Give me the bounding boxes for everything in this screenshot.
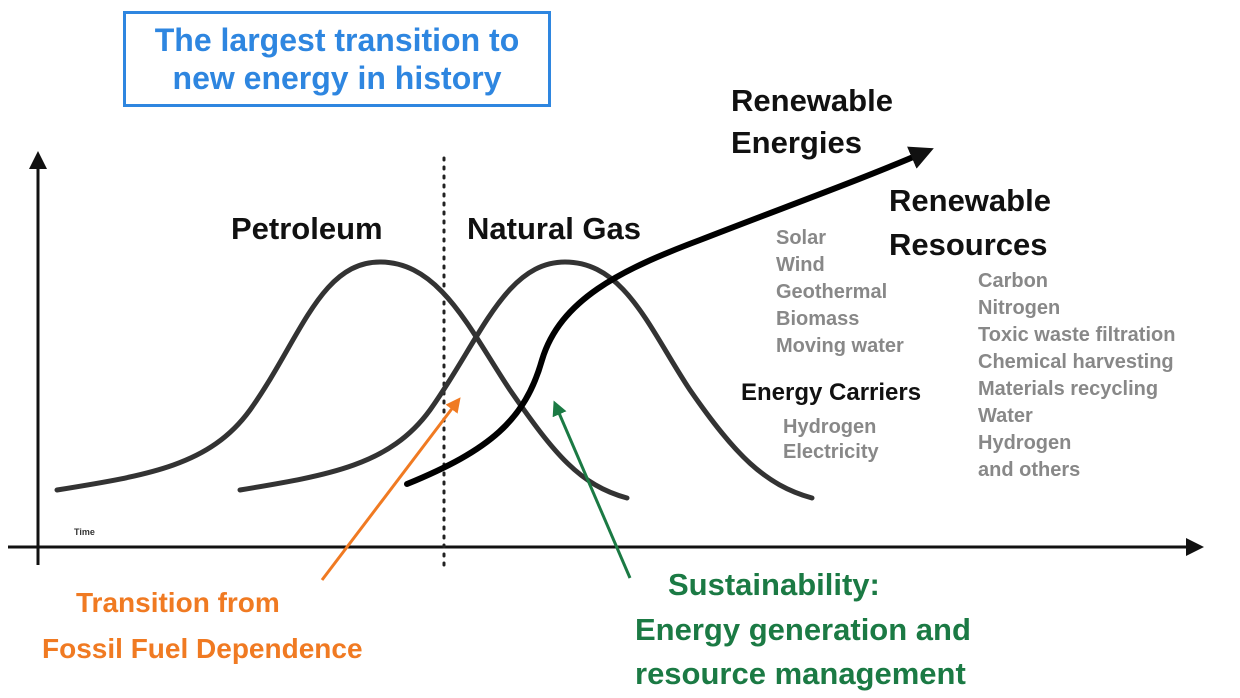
sustainability-arrow bbox=[552, 400, 632, 579]
list-item: Water bbox=[978, 405, 1033, 427]
x-axis-label: Time bbox=[74, 527, 95, 537]
list-item: Electricity bbox=[783, 441, 879, 463]
list-item: Moving water bbox=[776, 335, 904, 357]
list-item: Hydrogen bbox=[978, 432, 1071, 454]
natural-gas-curve bbox=[237, 259, 815, 501]
list-item: Nitrogen bbox=[978, 297, 1060, 319]
title-line-2: new energy in history bbox=[172, 60, 502, 96]
list-item: and others bbox=[978, 459, 1080, 481]
renewable-resources-heading-2: Resources bbox=[889, 227, 1048, 262]
transition-label-2: Fossil Fuel Dependence bbox=[42, 633, 363, 664]
petroleum-curve bbox=[54, 259, 630, 501]
petroleum-label: Petroleum bbox=[231, 211, 383, 246]
sustainability-label-1: Sustainability: bbox=[668, 567, 880, 602]
renewable-energies-arrow bbox=[404, 146, 934, 487]
sustainability-label-2: Energy generation and bbox=[635, 612, 971, 647]
renewable-energies-list: Solar Wind Geothermal Biomass Moving wat… bbox=[776, 227, 904, 357]
renewable-energies-heading-1: Renewable bbox=[731, 83, 893, 118]
list-item: Wind bbox=[776, 254, 825, 276]
list-item: Solar bbox=[776, 227, 826, 249]
list-item: Biomass bbox=[776, 308, 859, 330]
list-item: Hydrogen bbox=[783, 416, 876, 438]
list-item: Materials recycling bbox=[978, 378, 1158, 400]
natural-gas-label: Natural Gas bbox=[467, 211, 641, 246]
sustainability-label-3: resource management bbox=[635, 656, 966, 691]
renewable-resources-list: Carbon Nitrogen Toxic waste filtration C… bbox=[978, 270, 1175, 481]
list-item: Chemical harvesting bbox=[978, 351, 1174, 373]
transition-arrow bbox=[320, 397, 461, 581]
renewable-resources-heading-1: Renewable bbox=[889, 183, 1051, 218]
energy-carriers-list: Hydrogen Electricity bbox=[783, 416, 879, 463]
title-box: The largest transition to new energy in … bbox=[123, 11, 551, 107]
list-item: Toxic waste filtration bbox=[978, 324, 1175, 346]
list-item: Geothermal bbox=[776, 281, 887, 303]
list-item: Carbon bbox=[978, 270, 1048, 292]
energy-carriers-heading: Energy Carriers bbox=[741, 379, 921, 406]
transition-label-1: Transition from bbox=[76, 587, 280, 618]
renewable-energies-heading-2: Energies bbox=[731, 125, 862, 160]
title-line-1: The largest transition to bbox=[154, 22, 520, 58]
